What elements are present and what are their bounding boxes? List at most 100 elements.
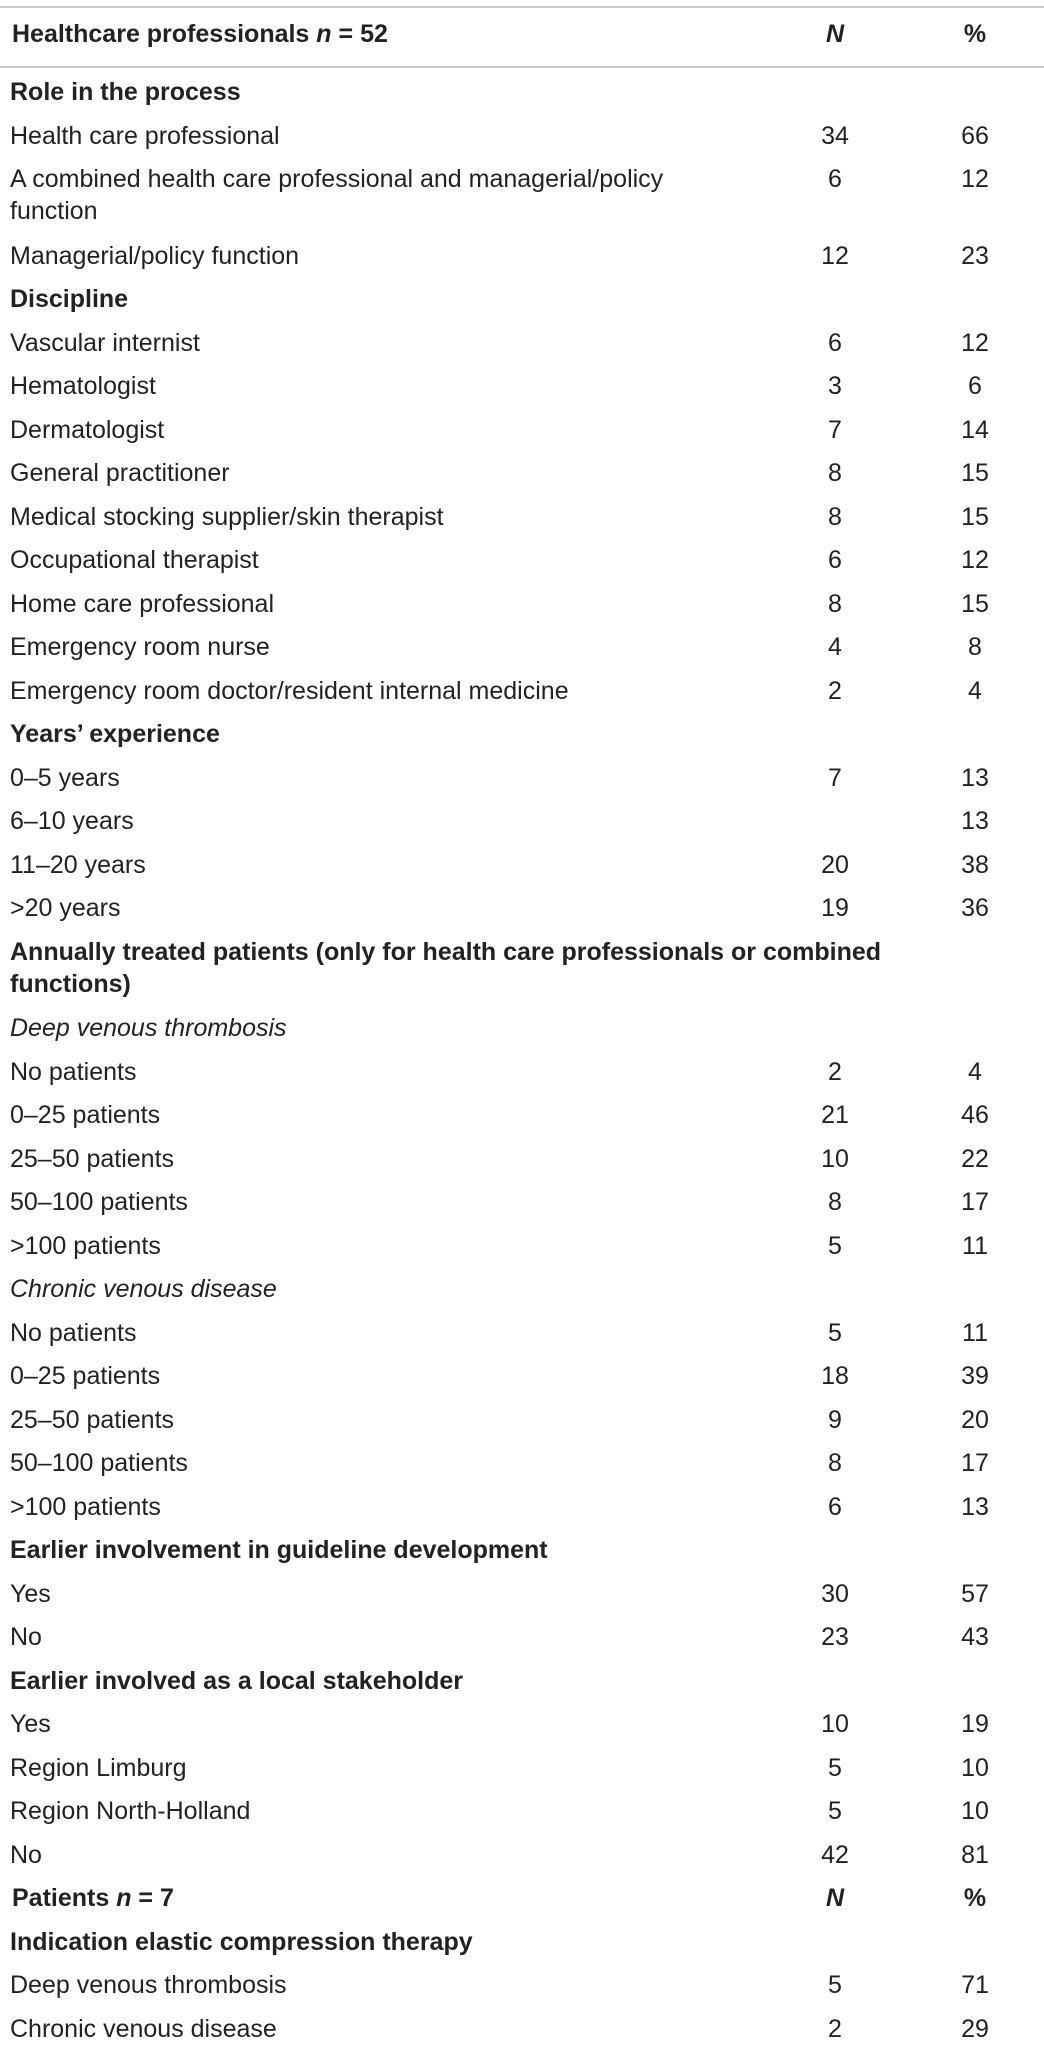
row-label: Indication elastic compression therapy bbox=[10, 1927, 473, 1956]
row-label: Patients n = 7 bbox=[12, 1882, 732, 1914]
row-percent-value: 38 bbox=[961, 850, 989, 879]
row-percent-value: 12 bbox=[961, 165, 989, 193]
row-label: Chronic venous disease bbox=[10, 2014, 277, 2043]
row-label: Discipline bbox=[10, 285, 129, 313]
row-label: 0–5 years bbox=[10, 763, 120, 792]
row-percent-value: 10 bbox=[961, 1797, 989, 1825]
row-n-value: 30 bbox=[821, 1579, 849, 1608]
header-label: Healthcare professionals n = 52 bbox=[12, 18, 732, 50]
row-label: 6–10 years bbox=[10, 807, 134, 835]
row-n-value: 6 bbox=[828, 1492, 842, 1521]
row-percent-value: 10 bbox=[961, 1753, 989, 1782]
row-label: Hematologist bbox=[10, 372, 156, 400]
row-percent-value: 11 bbox=[962, 1318, 988, 1347]
row-n-value: 6 bbox=[828, 165, 842, 193]
row-label: Region Limburg bbox=[10, 1753, 187, 1782]
row-percent-value: 6 bbox=[968, 372, 982, 400]
row-n-value: 10 bbox=[821, 1144, 849, 1173]
row-percent-value: 15 bbox=[961, 502, 989, 531]
row-label: 11–20 years bbox=[10, 850, 146, 879]
row-percent-value: % bbox=[963, 1884, 987, 1912]
row-percent-value: 11 bbox=[962, 1231, 988, 1260]
row-n-value: 8 bbox=[828, 502, 842, 531]
row-label: Role in the process bbox=[10, 78, 241, 106]
row-n-value: 42 bbox=[821, 1840, 849, 1869]
row-n-value: 21 bbox=[821, 1101, 849, 1129]
row-percent-value: 12 bbox=[961, 546, 989, 574]
row-percent-value: 36 bbox=[961, 894, 989, 922]
row-n-value: 8 bbox=[828, 589, 842, 618]
row-percent-value: 66 bbox=[961, 121, 989, 150]
row-label: Home care professional bbox=[10, 589, 275, 618]
row-percent-value: 46 bbox=[961, 1101, 989, 1129]
row-percent-value: 4 bbox=[968, 676, 982, 705]
row-percent-value: 22 bbox=[961, 1144, 989, 1173]
row-n-value: 12 bbox=[821, 241, 849, 270]
row-label: No patients bbox=[10, 1318, 137, 1347]
row-label: Region North-Holland bbox=[10, 1797, 251, 1825]
row-label: 0–25 patients bbox=[10, 1101, 161, 1129]
row-percent-value: 39 bbox=[961, 1362, 989, 1390]
row-percent-value: 12 bbox=[961, 328, 989, 357]
row-percent-value: 14 bbox=[961, 415, 989, 444]
patients-header-suffix: = 7 bbox=[131, 1884, 174, 1912]
row-n-value: 5 bbox=[828, 1318, 842, 1347]
table-top-rule bbox=[0, 6, 1044, 8]
row-n-value: 5 bbox=[828, 1231, 842, 1260]
row-n-value: 10 bbox=[821, 1710, 849, 1738]
row-label: >100 patients bbox=[10, 1231, 161, 1260]
row-label: Chronic venous disease bbox=[10, 1275, 277, 1303]
header-label-suffix: = 52 bbox=[331, 20, 388, 48]
row-percent-value: 71 bbox=[961, 1971, 989, 1999]
header-label-n: n bbox=[316, 20, 332, 48]
row-n-value: N bbox=[825, 1884, 845, 1912]
row-n-value: 23 bbox=[821, 1623, 849, 1651]
row-label: Vascular internist bbox=[10, 328, 200, 357]
row-n-value: 6 bbox=[828, 546, 842, 574]
row-percent-value: 15 bbox=[961, 589, 989, 618]
row-n-value: 3 bbox=[828, 372, 842, 400]
row-label: 25–50 patients bbox=[10, 1405, 175, 1434]
row-label: Medical stocking supplier/skin therapist bbox=[10, 502, 444, 531]
row-label: Emergency room doctor/resident internal … bbox=[10, 676, 569, 705]
row-n-value: 2 bbox=[828, 676, 842, 705]
row-label: Earlier involvement in guideline develop… bbox=[10, 1536, 548, 1564]
row-label: Annually treated patients (only for heal… bbox=[10, 937, 882, 998]
row-label: No bbox=[10, 1840, 42, 1869]
row-label: Emergency room nurse bbox=[10, 633, 270, 661]
row-percent-value: 4 bbox=[968, 1057, 982, 1086]
row-percent-value: 15 bbox=[961, 459, 989, 487]
row-n-value: 2 bbox=[828, 2014, 842, 2043]
row-label: 50–100 patients bbox=[10, 1188, 188, 1216]
row-n-value: 20 bbox=[821, 850, 849, 879]
row-label: Earlier involved as a local stakeholder bbox=[10, 1666, 463, 1695]
row-label: Years’ experience bbox=[10, 720, 220, 748]
row-label: Managerial/policy function bbox=[10, 241, 300, 270]
header-col-pct: % bbox=[963, 20, 987, 48]
row-n-value: 2 bbox=[828, 1057, 842, 1086]
row-label: >20 years bbox=[10, 894, 121, 922]
row-percent-value: 81 bbox=[961, 1840, 989, 1869]
row-label: Yes bbox=[10, 1710, 51, 1738]
row-label: 0–25 patients bbox=[10, 1362, 161, 1390]
row-label: Health care professional bbox=[10, 121, 280, 150]
row-label: No patients bbox=[10, 1057, 137, 1086]
row-n-value: 5 bbox=[828, 1797, 842, 1825]
row-n-value: 8 bbox=[828, 459, 842, 487]
row-label: 50–100 patients bbox=[10, 1449, 188, 1477]
row-n-value: 34 bbox=[821, 121, 849, 150]
row-percent-value: 17 bbox=[961, 1449, 989, 1477]
row-percent-value: 20 bbox=[961, 1405, 989, 1434]
header-col-n: N bbox=[825, 20, 845, 48]
row-percent-value: 19 bbox=[961, 1710, 989, 1738]
row-percent-value: 8 bbox=[968, 633, 982, 661]
row-percent-value: 13 bbox=[961, 807, 989, 835]
row-n-value: 9 bbox=[828, 1405, 842, 1434]
row-n-value: 4 bbox=[828, 633, 842, 661]
row-n-value: 19 bbox=[821, 894, 849, 922]
row-percent-value: 29 bbox=[961, 2014, 989, 2043]
row-label: A combined health care professional and … bbox=[10, 165, 664, 225]
row-label: No bbox=[10, 1623, 42, 1651]
row-n-value: 8 bbox=[828, 1188, 842, 1216]
row-label: Dermatologist bbox=[10, 415, 165, 444]
